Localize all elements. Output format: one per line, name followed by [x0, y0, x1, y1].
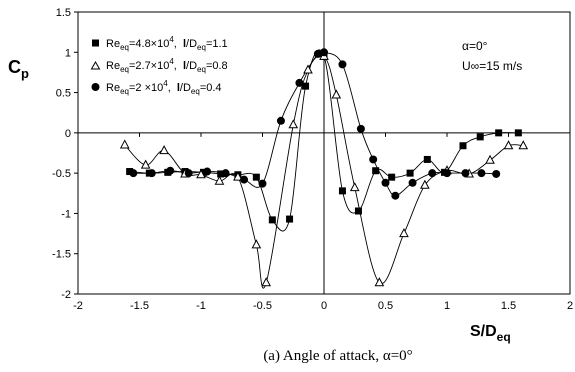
- series-1-point: [495, 129, 503, 137]
- legend-label-1: Reeq=4.8×104, l/Deq=1.1: [106, 35, 228, 52]
- series-3-point: [408, 178, 417, 187]
- y-tick-label: 1: [65, 47, 71, 59]
- series-3-point: [492, 169, 501, 178]
- annotation-velocity: U∞=15 m/s: [462, 59, 522, 73]
- series-1-point: [354, 207, 362, 215]
- series-1-point: [338, 187, 346, 195]
- series-1-point: [514, 129, 522, 137]
- series-1-point: [406, 169, 414, 177]
- series-3-point: [369, 155, 378, 164]
- legend-marker-circle: [91, 83, 100, 91]
- series-1-point: [286, 215, 294, 223]
- series-2-point: [288, 119, 299, 129]
- series-1-point: [268, 216, 276, 224]
- series-2-point: [485, 154, 495, 164]
- series-3-point: [221, 169, 230, 178]
- y-tick-label: -1.5: [52, 249, 71, 261]
- series-3-point: [166, 166, 175, 175]
- legend-marker-triangle: [90, 60, 101, 70]
- x-tick-label: 1: [444, 300, 450, 312]
- y-tick-label: 0.5: [56, 88, 71, 100]
- series-2-point: [140, 159, 151, 169]
- legend-label-3: Reeq=2 ×104, l/Deq=0.4: [106, 79, 222, 96]
- series-3-point: [461, 169, 470, 178]
- y-tick-label: 1.5: [56, 7, 71, 19]
- x-tick-label: -0.5: [253, 300, 272, 312]
- series-1-point: [388, 173, 396, 181]
- series-3-point: [276, 116, 285, 125]
- series-3-point: [147, 169, 156, 178]
- x-tick-label: -1.5: [130, 300, 149, 312]
- series-3-point: [129, 169, 138, 178]
- x-tick-label: -2: [73, 300, 83, 312]
- legend-marker-square: [92, 39, 99, 47]
- series-3-point: [338, 60, 347, 69]
- series-1-point: [476, 133, 484, 141]
- series-2-point: [518, 140, 529, 150]
- x-tick-label: 2: [567, 300, 573, 312]
- legend-entry-3: Reeq=2 ×104, l/Deq=0.4: [91, 79, 222, 96]
- series-2-point: [349, 182, 360, 192]
- series-1-point: [423, 155, 431, 163]
- x-tick-label: 0: [321, 300, 327, 312]
- series-3-point: [295, 78, 304, 87]
- series-3-point: [443, 169, 451, 178]
- series-1-point: [459, 142, 467, 150]
- series-1-point: [372, 167, 380, 175]
- series-3-point: [391, 191, 400, 200]
- x-tick-label: 0.5: [378, 300, 393, 312]
- series-2-point: [261, 277, 272, 287]
- series-3-point: [184, 169, 193, 178]
- series-2-point: [303, 64, 313, 74]
- series-2-point: [233, 171, 243, 181]
- series-1-point: [126, 168, 134, 176]
- data-points: [119, 48, 529, 287]
- legend: Reeq=4.8×104, l/Deq=1.1 Reeq=2.7×104, l/…: [90, 35, 228, 96]
- series-2-point: [196, 169, 206, 179]
- series-2-point: [251, 239, 262, 249]
- series-2-point: [399, 228, 409, 238]
- y-tick-label: -0.5: [52, 168, 71, 180]
- y-tick-label: -1: [61, 208, 71, 220]
- series-2-point: [331, 89, 342, 99]
- annotation-alpha: α=0°: [462, 39, 488, 53]
- figure-caption: (a) Angle of attack, α=0°: [263, 348, 412, 364]
- x-tick-label: -1: [196, 300, 206, 312]
- series-1-point: [252, 173, 260, 181]
- series-2-point: [159, 145, 169, 155]
- y-tick-label: -2: [61, 289, 71, 301]
- legend-entry-1: Reeq=4.8×104, l/Deq=1.1: [92, 35, 228, 52]
- series-2-point: [374, 277, 385, 287]
- x-tick-label: 1.5: [501, 300, 516, 312]
- series-3-point: [381, 178, 390, 187]
- series-3-point: [477, 169, 486, 178]
- series-2-point: [119, 139, 130, 149]
- series-2-point: [214, 175, 225, 185]
- series-2-point: [503, 140, 514, 150]
- series-1-point: [302, 82, 310, 90]
- legend-entry-2: Reeq=2.7×104, l/Deq=0.8: [90, 57, 228, 74]
- series-3-point: [240, 175, 249, 184]
- series-3-point: [313, 49, 322, 58]
- series-1-point: [217, 170, 225, 178]
- series-3-point: [356, 124, 365, 133]
- series-2-curve: [124, 54, 524, 289]
- series-3-point: [258, 179, 267, 188]
- series-3-point: [320, 48, 328, 57]
- legend-label-2: Reeq=2.7×104, l/Deq=0.8: [106, 57, 228, 74]
- x-axis-title: S/Deq: [470, 323, 511, 344]
- series-3-point: [428, 169, 437, 178]
- y-axis-title: Cp: [8, 57, 29, 81]
- series-3-point: [203, 167, 212, 176]
- series-2-point: [420, 179, 430, 189]
- y-tick-label: 0: [65, 128, 71, 140]
- axes: -2 -1.5 -1 -0.5 0 0.5 1 1.5 2 -2 -1.5 -1 -0.5 0 0.5 1 1.…: [52, 7, 573, 312]
